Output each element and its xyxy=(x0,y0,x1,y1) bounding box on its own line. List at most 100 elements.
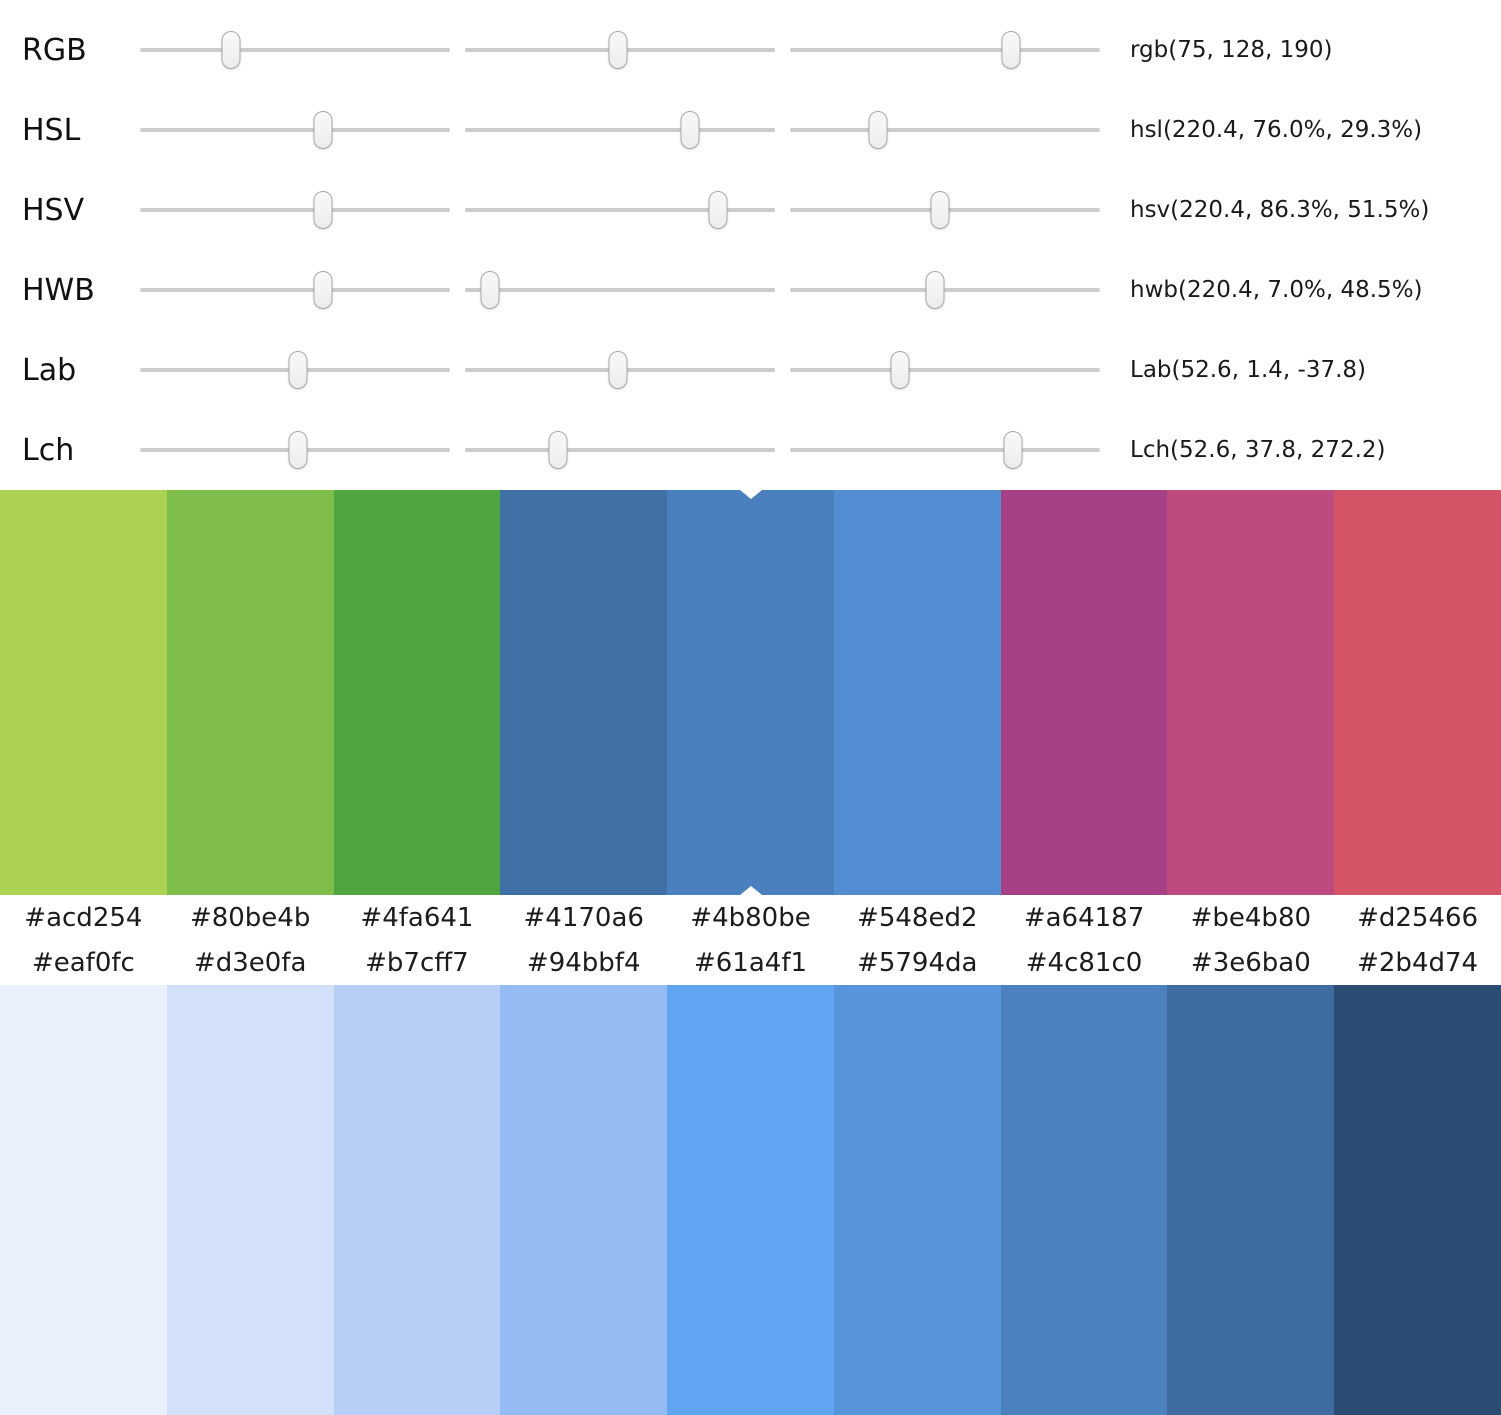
slider-channel-2[interactable] xyxy=(465,347,775,393)
slider-handle[interactable] xyxy=(288,351,308,389)
palette-bottom-labels: #eaf0fc #d3e0fa #b7cff7 #94bbf4 #61a4f1 #5794… xyxy=(0,940,1501,985)
slider-channel-3[interactable] xyxy=(790,267,1100,313)
slider-track[interactable] xyxy=(465,288,775,292)
slider-handle[interactable] xyxy=(680,111,700,149)
slider-track[interactable] xyxy=(140,128,450,132)
color-swatch[interactable] xyxy=(500,490,668,895)
hex-label: #5794da xyxy=(857,947,978,978)
color-value-text: hwb(220.4, 7.0%, 48.5%) xyxy=(1130,277,1423,303)
slider-handle[interactable] xyxy=(313,271,333,309)
slider-handle[interactable] xyxy=(313,111,333,149)
slider-channel-1[interactable] xyxy=(140,107,450,153)
color-swatch[interactable] xyxy=(0,490,167,895)
color-swatch[interactable] xyxy=(1000,490,1168,895)
hex-label: #d25466 xyxy=(1357,902,1479,933)
color-value-text: hsv(220.4, 86.3%, 51.5%) xyxy=(1130,197,1430,223)
hex-label: #b7cff7 xyxy=(365,947,469,978)
color-swatch[interactable] xyxy=(833,490,1001,895)
colorspace-label: HSL xyxy=(22,112,81,148)
color-value-text: rgb(75, 128, 190) xyxy=(1130,37,1333,63)
hex-label: #80be4b xyxy=(189,902,311,933)
slider-channel-3[interactable] xyxy=(790,187,1100,233)
slider-channel-2[interactable] xyxy=(465,267,775,313)
slider-channel-1[interactable] xyxy=(140,187,450,233)
color-swatch[interactable] xyxy=(1167,490,1335,895)
slider-handle[interactable] xyxy=(1003,431,1023,469)
slider-channel-1[interactable] xyxy=(140,267,450,313)
slider-handle[interactable] xyxy=(890,351,910,389)
slider-track[interactable] xyxy=(790,48,1100,52)
hex-label: #4c81c0 xyxy=(1025,947,1143,978)
color-swatch[interactable] xyxy=(1334,490,1501,895)
slider-handle[interactable] xyxy=(608,31,628,69)
color-swatch[interactable] xyxy=(166,490,334,895)
slider-handle[interactable] xyxy=(868,111,888,149)
colorspace-label: RGB xyxy=(22,32,87,68)
color-swatch[interactable] xyxy=(667,985,834,1415)
slider-handle[interactable] xyxy=(548,431,568,469)
slider-track[interactable] xyxy=(790,448,1100,452)
slider-channel-3[interactable] xyxy=(790,427,1100,473)
color-swatch[interactable] xyxy=(1334,985,1501,1415)
color-swatch[interactable] xyxy=(333,490,501,895)
slider-handle[interactable] xyxy=(1001,31,1021,69)
colorspace-label: HWB xyxy=(22,272,95,308)
slider-track[interactable] xyxy=(465,448,775,452)
slider-track[interactable] xyxy=(465,208,775,212)
selected-color-marker-bottom xyxy=(739,886,762,895)
hex-label: #4fa641 xyxy=(360,902,474,933)
color-swatch[interactable] xyxy=(333,985,501,1415)
slider-track[interactable] xyxy=(790,128,1100,132)
colorspace-label: Lch xyxy=(22,432,75,468)
slider-channel-1[interactable] xyxy=(140,27,450,73)
color-value-text: Lab(52.6, 1.4, -37.8) xyxy=(1130,357,1366,383)
slider-track[interactable] xyxy=(140,288,450,292)
slider-handle[interactable] xyxy=(221,31,241,69)
slider-handle[interactable] xyxy=(608,351,628,389)
palette-top-labels: #acd254 #80be4b #4fa641 #4170a6 #4b80be #548e… xyxy=(0,895,1501,940)
slider-channel-3[interactable] xyxy=(790,347,1100,393)
color-swatch[interactable] xyxy=(0,985,167,1415)
color-swatch[interactable] xyxy=(500,985,668,1415)
color-swatch[interactable] xyxy=(667,490,834,895)
slider-rows: RGB rgb(75, 128, 190) HSL hsl(220.4, 76.0%,… xyxy=(0,0,1501,490)
color-swatch[interactable] xyxy=(833,985,1001,1415)
slider-handle[interactable] xyxy=(708,191,728,229)
color-swatch[interactable] xyxy=(1000,985,1168,1415)
color-swatch[interactable] xyxy=(166,985,334,1415)
slider-channel-3[interactable] xyxy=(790,107,1100,153)
hex-label: #4170a6 xyxy=(523,902,644,933)
slider-channel-1[interactable] xyxy=(140,427,450,473)
slider-track[interactable] xyxy=(790,288,1100,292)
slider-channel-2[interactable] xyxy=(465,107,775,153)
slider-track[interactable] xyxy=(140,48,450,52)
hex-label: #acd254 xyxy=(24,902,143,933)
slider-handle[interactable] xyxy=(288,431,308,469)
hex-label: #548ed2 xyxy=(857,902,978,933)
slider-channel-1[interactable] xyxy=(140,347,450,393)
hex-label: #4b80be xyxy=(690,902,811,933)
color-value-text: hsl(220.4, 76.0%, 29.3%) xyxy=(1130,117,1423,143)
hex-label: #3e6ba0 xyxy=(1190,947,1311,978)
slider-channel-2[interactable] xyxy=(465,187,775,233)
hex-label: #a64187 xyxy=(1023,902,1145,933)
hex-label: #94bbf4 xyxy=(526,947,641,978)
slider-row-hwb: HWB hwb(220.4, 7.0%, 48.5%) xyxy=(0,250,1501,330)
slider-row-lch: Lch Lch(52.6, 37.8, 272.2) xyxy=(0,410,1501,490)
slider-channel-2[interactable] xyxy=(465,27,775,73)
hex-label: #d3e0fa xyxy=(193,947,307,978)
slider-channel-3[interactable] xyxy=(790,27,1100,73)
slider-handle[interactable] xyxy=(480,271,500,309)
hex-label: #eaf0fc xyxy=(31,947,135,978)
slider-track[interactable] xyxy=(140,208,450,212)
hex-label: #61a4f1 xyxy=(693,947,808,978)
color-value-text: Lch(52.6, 37.8, 272.2) xyxy=(1130,437,1386,463)
slider-handle[interactable] xyxy=(925,271,945,309)
slider-channel-2[interactable] xyxy=(465,427,775,473)
slider-track[interactable] xyxy=(790,368,1100,372)
slider-handle[interactable] xyxy=(313,191,333,229)
slider-row-hsl: HSL hsl(220.4, 76.0%, 29.3%) xyxy=(0,90,1501,170)
color-swatch[interactable] xyxy=(1167,985,1335,1415)
slider-track[interactable] xyxy=(465,128,775,132)
slider-handle[interactable] xyxy=(930,191,950,229)
